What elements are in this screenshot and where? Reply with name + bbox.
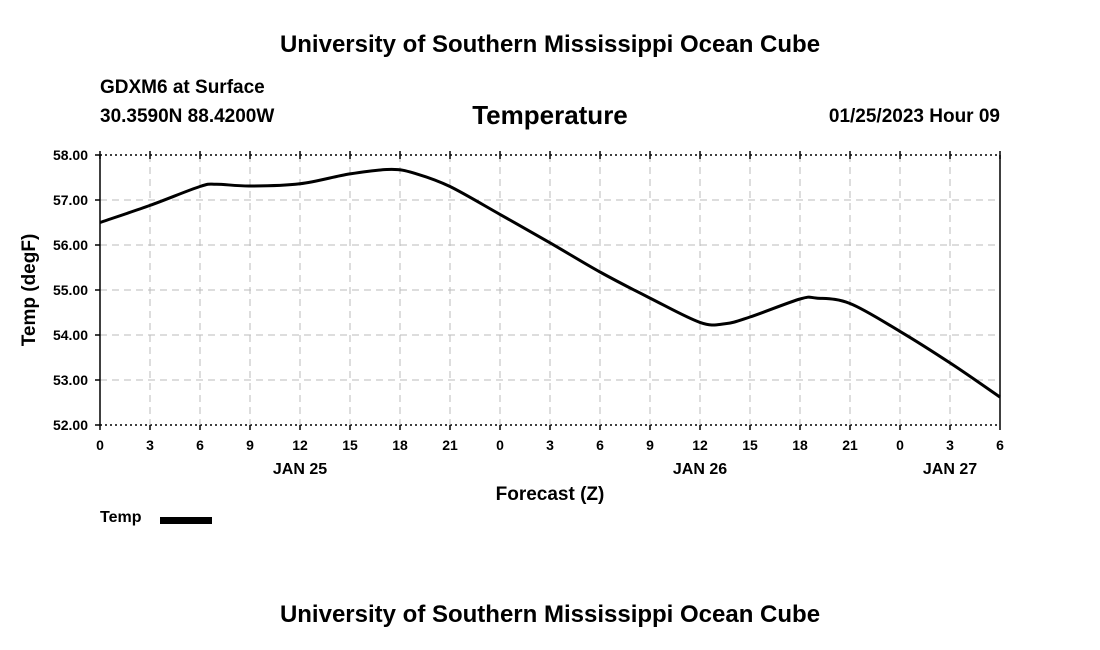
axes [95, 151, 1001, 430]
x-tick-label: 3 [546, 437, 554, 453]
chart-title: Temperature [472, 100, 628, 130]
x-tick-label: 15 [342, 437, 358, 453]
x-axis-label: Forecast (Z) [496, 484, 605, 505]
y-tick-label: 57.00 [53, 192, 88, 208]
x-tick-label: 3 [946, 437, 954, 453]
series [99, 167, 1001, 399]
coordinates-label: 30.3590N 88.4200W [100, 106, 275, 127]
x-tick-label: 6 [596, 437, 604, 453]
x-tick-label: 21 [442, 437, 458, 453]
date-label: JAN 25 [273, 461, 327, 478]
y-tick-label: 52.00 [53, 417, 88, 433]
y-tick-label: 53.00 [53, 372, 88, 388]
legend: Temp [100, 509, 141, 527]
date-label: JAN 27 [923, 461, 977, 478]
y-axis-label: Temp (degF) [19, 234, 40, 347]
temperature-chart: 52.00 53.00 54.00 55.00 56.00 57.00 58.00 0 3 6 9 1… [19, 147, 1004, 505]
page-title: University of Southern Mississippi Ocean… [279, 31, 821, 58]
x-tick-label: 3 [146, 437, 154, 453]
grid [99, 154, 1001, 426]
x-tick-label: 21 [842, 437, 858, 453]
x-tick-label: 12 [292, 437, 308, 453]
x-tick-label: 18 [792, 437, 808, 453]
y-tick-label: 54.00 [53, 327, 88, 343]
x-tick-label: 6 [196, 437, 204, 453]
x-tick-label: 0 [896, 437, 904, 453]
series-line-temp [99, 167, 1001, 399]
y-tick-label: 56.00 [53, 237, 88, 253]
station-label: GDXM6 at Surface [100, 77, 265, 98]
x-tick-label: 0 [96, 437, 104, 453]
y-tick-label: 55.00 [53, 282, 88, 298]
footer-title: University of Southern Mississippi Ocean… [279, 601, 821, 628]
date-label: JAN 26 [673, 461, 727, 478]
x-tick-label: 18 [392, 437, 408, 453]
x-tick-label: 0 [496, 437, 504, 453]
forecast-datetime: 01/25/2023 Hour 09 [828, 106, 1000, 127]
x-tick-label: 15 [742, 437, 758, 453]
tick-labels: 52.00 53.00 54.00 55.00 56.00 57.00 58.00 0 3 6 9 1… [53, 147, 1004, 478]
legend-label: Temp [100, 509, 142, 526]
x-tick-label: 9 [646, 437, 654, 453]
x-tick-label: 12 [692, 437, 708, 453]
x-tick-label: 9 [246, 437, 254, 453]
x-tick-label: 6 [996, 437, 1004, 453]
y-tick-label: 58.00 [53, 147, 88, 163]
legend-swatch [160, 517, 212, 524]
